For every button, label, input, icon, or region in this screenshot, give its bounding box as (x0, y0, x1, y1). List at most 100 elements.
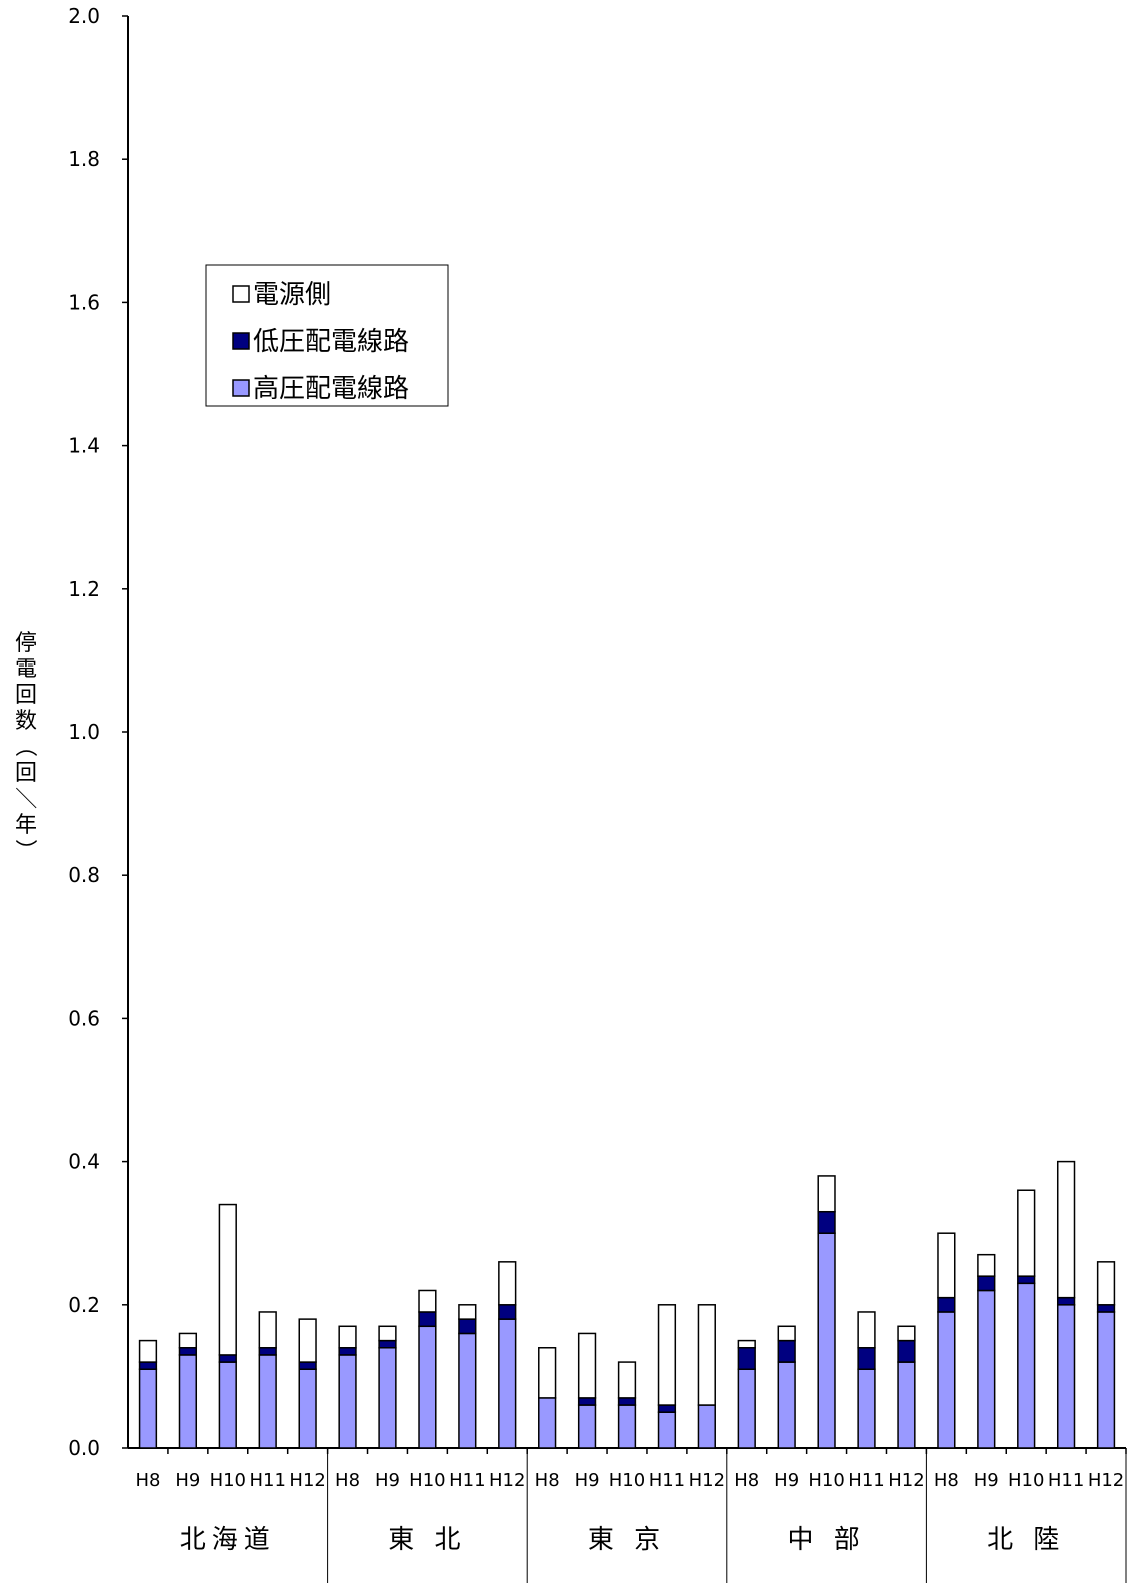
x-category-label: H9 (175, 1470, 200, 1491)
bar-segment (897, 1339, 916, 1363)
bar-segment (378, 1339, 397, 1349)
bar-segment (737, 1368, 756, 1449)
y-tick-label: 2.0 (68, 4, 100, 28)
bar-segment (1056, 1304, 1076, 1449)
x-category-label: H12 (289, 1470, 325, 1491)
bar-segment (458, 1332, 477, 1449)
bar-segment (418, 1289, 437, 1313)
bar-segment (338, 1325, 357, 1349)
bar-segment (458, 1304, 477, 1320)
bar-segment (298, 1361, 317, 1370)
x-group-label: 東 北 (388, 1525, 466, 1555)
bar-segment (737, 1347, 756, 1370)
bar-segment (577, 1332, 597, 1399)
bar-segment (937, 1296, 956, 1313)
x-category-label: H11 (1048, 1470, 1084, 1491)
x-category-label: H9 (375, 1470, 400, 1491)
bar-segment (458, 1318, 477, 1335)
x-category-label: H10 (210, 1470, 246, 1491)
bar-segment (1096, 1304, 1116, 1313)
bar-segment (937, 1232, 956, 1299)
bar-segment (977, 1253, 996, 1277)
x-category-label: H8 (934, 1470, 959, 1491)
y-axis-label-char: 停 (15, 631, 37, 656)
legend-entry-label: 高圧配電線路 (253, 374, 409, 404)
bar-segment (1017, 1189, 1036, 1277)
legend-entry-label: 電源側 (253, 280, 331, 310)
x-category-label: H8 (535, 1470, 560, 1491)
legend-swatch (232, 379, 250, 397)
bar-segment (777, 1339, 796, 1363)
x-category-label: H10 (409, 1470, 445, 1491)
bar-segment (897, 1325, 916, 1342)
bar-segment (617, 1404, 637, 1449)
bar-segment (617, 1397, 637, 1406)
y-axis-label-char: 回 (15, 683, 37, 708)
y-tick-label: 0.4 (68, 1150, 100, 1174)
y-axis-label-char: （ (12, 735, 37, 757)
bar-segment (258, 1347, 277, 1356)
bar-segment (378, 1325, 397, 1342)
bar-segment (298, 1318, 317, 1363)
x-category-label: H12 (1088, 1470, 1124, 1491)
bar-segment (418, 1311, 437, 1328)
bar-segment (218, 1354, 237, 1363)
bar-segment (977, 1275, 996, 1292)
y-axis-label-char: 数 (15, 709, 37, 734)
bar-segment (338, 1354, 357, 1449)
bar-segment (937, 1311, 956, 1449)
bar-segment (138, 1368, 158, 1449)
bar-segment (218, 1203, 237, 1356)
y-tick-label: 1.6 (68, 290, 100, 314)
bar-segment (298, 1368, 317, 1449)
x-group-label: 東 京 (588, 1525, 666, 1555)
bar-segment (218, 1361, 237, 1449)
y-axis-label-char: 年 (15, 813, 37, 838)
y-tick-label: 1.4 (68, 434, 100, 458)
bar-segment (697, 1404, 716, 1449)
bar-segment (338, 1347, 357, 1356)
bar-segment (977, 1289, 996, 1449)
bar-segment (897, 1361, 916, 1449)
labels: 0.0 0.2 0.4 0.6 0.8 1.0 1.2 1.4 1.6 1.8 2.0 H8 H9 H10… (12, 4, 1124, 1555)
x-category-label: H9 (974, 1470, 999, 1491)
y-tick-label: 1.2 (68, 577, 100, 601)
x-category-label: H11 (848, 1470, 884, 1491)
y-tick-label: 1.8 (68, 147, 100, 171)
x-category-label: H10 (609, 1470, 645, 1491)
x-category-label: H12 (689, 1470, 725, 1491)
y-tick-label: 0.6 (68, 1006, 100, 1030)
bar-segment (657, 1304, 677, 1406)
y-tick-label: 0.0 (68, 1436, 100, 1460)
bar-segment (498, 1318, 517, 1449)
bar-segment (777, 1325, 796, 1342)
bar-segment (1096, 1311, 1116, 1449)
bar-segment (817, 1210, 836, 1234)
y-axis-label-char: 電 (15, 657, 37, 682)
x-category-label: H12 (489, 1470, 525, 1491)
x-category-label: H9 (774, 1470, 799, 1491)
bar-segment (577, 1397, 597, 1406)
x-group-label: 北 陸 (987, 1525, 1065, 1555)
legend-entry-label: 低圧配電線路 (253, 327, 409, 357)
bar-segment (178, 1354, 198, 1449)
x-category-label: H9 (575, 1470, 600, 1491)
x-category-label: H11 (449, 1470, 485, 1491)
bar-segment (498, 1261, 517, 1306)
bar-segment (657, 1411, 677, 1449)
bar-segment (1017, 1275, 1036, 1285)
bar-segment (178, 1347, 198, 1356)
bar-segment (418, 1325, 437, 1449)
y-tick-label: 0.2 (68, 1293, 100, 1317)
y-tick-label: 1.0 (68, 720, 100, 744)
bar-segment (817, 1232, 836, 1449)
bar-segment (1056, 1160, 1076, 1299)
x-category-label: H11 (249, 1470, 285, 1491)
legend-swatch (232, 285, 250, 303)
bar-segment (777, 1361, 796, 1449)
bar-segment (577, 1404, 597, 1449)
x-category-label: H10 (1008, 1470, 1044, 1491)
bar-segment (737, 1339, 756, 1349)
